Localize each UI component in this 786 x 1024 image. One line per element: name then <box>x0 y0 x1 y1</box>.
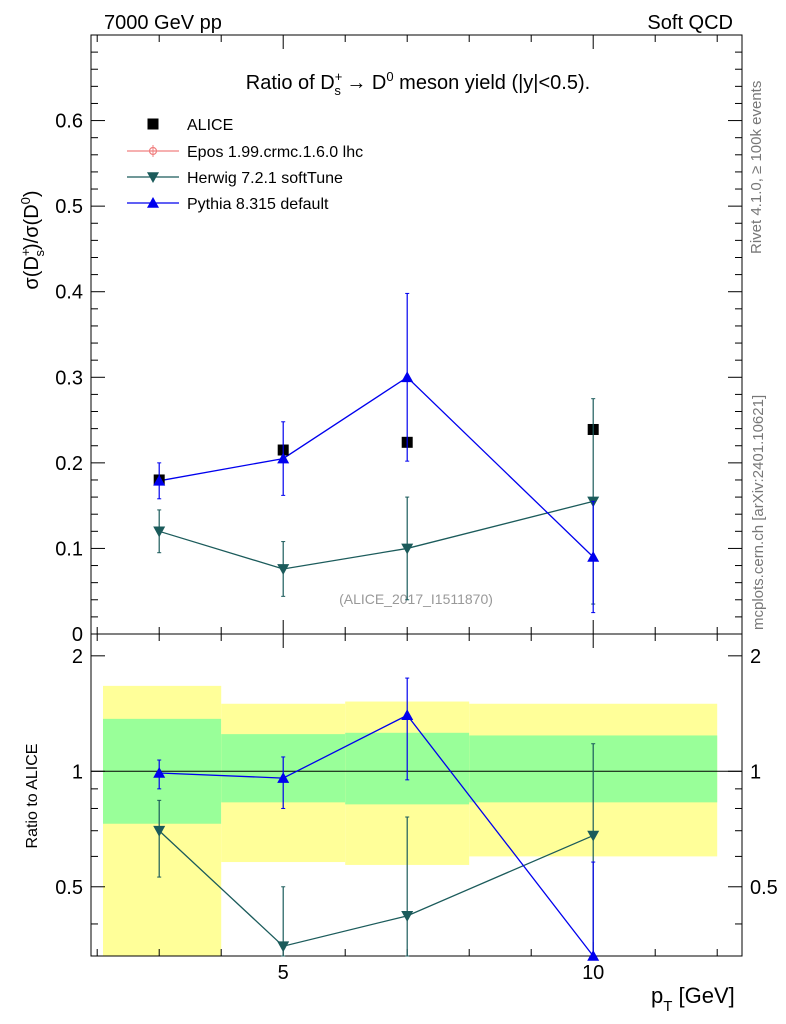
main-triangle-up-point <box>277 452 290 464</box>
y-tick-label: 0.4 <box>55 282 83 304</box>
axes: 5 10 0 0.1 0.2 0.3 0.4 0.5 0.6 0.5 0.5 1 1 2 2 <box>55 34 778 984</box>
ratio-triangle-up-line <box>159 714 594 957</box>
main-triangle-up-point <box>587 550 600 562</box>
y-tick-label: 0.3 <box>55 367 83 389</box>
main-triangle-down-line <box>159 500 594 570</box>
main-triangle-down-point <box>153 526 166 538</box>
ratio-tick-label-right: 0.5 <box>750 877 778 899</box>
legend-label: ALICE <box>187 117 233 134</box>
title-ratio-of: Ratio of D <box>246 72 335 94</box>
ratio-triangle-down-line <box>158 830 594 947</box>
ratio-panel-frame <box>90 633 743 957</box>
legend: ALICE Epos 1.99.crmc.1.6.0 lhc Herwig 7.2.… <box>127 117 363 213</box>
series-lines <box>158 376 594 957</box>
legend-marker <box>147 172 159 183</box>
title-rest: meson yield (|y|<0.5). <box>394 72 591 94</box>
header-left: 7000 GeV pp <box>104 12 222 34</box>
ratio-triangle-up-point <box>401 709 414 721</box>
x-tick-label: 5 <box>278 962 289 984</box>
legend-marker-alice <box>147 118 159 130</box>
legend-label: Pythia 8.315 default <box>187 196 329 213</box>
title-arrow-d: → D <box>341 72 387 94</box>
main-triangle-up-line <box>159 376 594 558</box>
y-tick-label: 0 <box>72 624 83 646</box>
rivet-label: Rivet 4.1.0, ≥ 100k events <box>748 81 765 254</box>
title-sup-0: 0 <box>386 69 393 84</box>
y-tick-label: 0.1 <box>55 538 83 560</box>
main-triangle-down-point <box>401 543 414 555</box>
header-right: Soft QCD <box>647 12 733 34</box>
legend-marker <box>147 197 159 208</box>
analysis-label: (ALICE_2017_I1511870) <box>339 591 493 607</box>
y-tick-label: 0.6 <box>55 111 83 133</box>
mcplots-label: mcplots.cern.ch [arXiv:2401.10621] <box>750 395 767 630</box>
main-triangle-up-point <box>401 371 414 383</box>
title-sup-plus: + <box>335 69 343 84</box>
ratio-triangle-down-point <box>587 830 600 842</box>
x-tick-label: 10 <box>582 962 604 984</box>
ratio-tick-label-right: 1 <box>750 761 761 783</box>
ratio-triangle-down-point <box>401 911 414 922</box>
x-axis-label: pT [GeV] <box>651 983 735 1015</box>
ratio-triangle-down-point <box>277 941 290 953</box>
chart-title: Ratio of D+ s → D0 meson yield (|y|<0.5). <box>246 69 590 98</box>
ratio-tick-label-left: 0.5 <box>55 877 83 899</box>
y-axis-label: σ(D+s)/σ(D0) <box>18 190 47 289</box>
legend-label: Epos 1.99.crmc.1.6.0 lhc <box>187 144 363 161</box>
ratio-triangle-up-point <box>277 772 290 783</box>
main-triangle-up-point <box>153 474 166 486</box>
y-tick-label: 0.2 <box>55 453 83 475</box>
legend-label: Herwig 7.2.1 softTune <box>187 170 343 187</box>
y-axis-label-text: σ(D+s)/σ(D0) <box>18 190 47 289</box>
ratio-triangle-up-point <box>153 766 166 778</box>
ratio-triangle-down-point <box>153 825 166 837</box>
ratio-tick-label-right: 2 <box>750 646 761 668</box>
y-tick-label: 0.5 <box>55 196 83 218</box>
ratio-triangle-up-point <box>587 950 600 961</box>
data-marks <box>153 292 600 961</box>
title-sub-s: s <box>334 83 341 98</box>
ratio-tick-label-left: 2 <box>72 646 83 668</box>
main-triangle-down-point <box>277 564 290 575</box>
ratio-y-label: Ratio to ALICE <box>24 744 41 849</box>
ratio-tick-label-left: 1 <box>72 761 83 783</box>
